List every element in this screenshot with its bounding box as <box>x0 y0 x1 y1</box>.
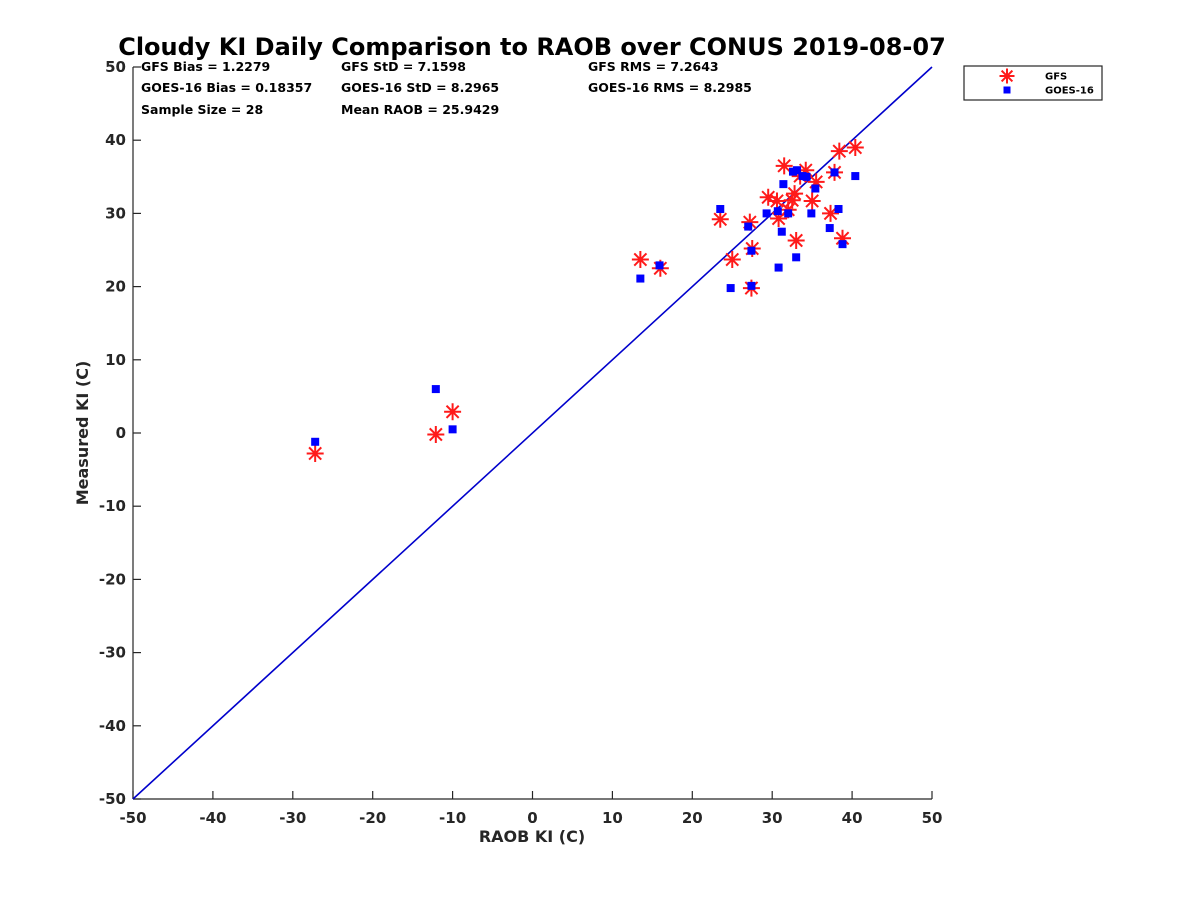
gfs-point <box>822 204 840 222</box>
goes16-point <box>830 168 839 177</box>
gfs-point <box>427 425 445 443</box>
gfs-point <box>759 188 777 206</box>
x-tick-label: 20 <box>682 809 703 827</box>
gfs-point <box>797 161 815 179</box>
y-tick-label: -50 <box>99 790 126 808</box>
x-tick-label: -20 <box>359 809 386 827</box>
stat-text: GFS RMS = 7.2643 <box>588 59 719 74</box>
goes16-point <box>825 224 834 233</box>
gfs-point <box>803 192 821 210</box>
legend-label: GOES-16 <box>1045 86 1094 97</box>
gfs-point <box>631 251 649 269</box>
goes16-point <box>784 209 793 218</box>
y-tick-label: -20 <box>99 570 126 588</box>
x-tick-label: 40 <box>842 809 863 827</box>
goes16-point <box>807 209 816 218</box>
y-tick-label: 50 <box>105 58 126 76</box>
x-axis-label: RAOB KI (C) <box>479 827 585 846</box>
y-tick-label: -30 <box>99 644 126 662</box>
goes16-point <box>792 166 801 175</box>
gfs-point <box>786 185 804 203</box>
gfs-point <box>830 142 848 160</box>
chart-title: Cloudy KI Daily Comparison to RAOB over … <box>118 33 946 61</box>
goes16-point <box>744 222 753 231</box>
gfs-point <box>711 210 729 228</box>
legend-box <box>963 65 1103 101</box>
x-tick-label: -30 <box>279 809 306 827</box>
gfs-point <box>770 210 788 228</box>
goes16-point <box>311 437 320 446</box>
stat-text: Sample Size = 28 <box>141 102 263 117</box>
stat-text: Mean RAOB = 25.9429 <box>341 102 499 117</box>
y-tick-label: -10 <box>99 497 126 515</box>
goes16-point <box>747 281 756 290</box>
goes16-point <box>431 385 440 394</box>
gfs-point <box>741 213 759 231</box>
goes16-point <box>792 253 801 262</box>
goes16-point <box>726 284 735 293</box>
goes16-point <box>655 261 664 270</box>
legend-gfs-marker <box>999 68 1015 84</box>
stat-text: GOES-16 StD = 8.2965 <box>341 80 499 95</box>
legend-label: GFS <box>1045 72 1067 83</box>
gfs-point <box>783 191 801 209</box>
y-tick-label: 0 <box>116 424 126 442</box>
gfs-point <box>834 229 852 247</box>
y-tick-label: 10 <box>105 351 126 369</box>
goes16-point <box>636 274 645 283</box>
stat-text: GFS StD = 7.1598 <box>341 59 466 74</box>
gfs-point <box>775 157 793 175</box>
series-goes-16 <box>311 166 860 446</box>
x-tick-label: -10 <box>439 809 466 827</box>
goes16-point <box>838 240 847 249</box>
goes16-point <box>773 207 782 216</box>
gfs-point <box>846 139 864 157</box>
stat-text: GOES-16 Bias = 0.18357 <box>141 80 312 95</box>
data-series <box>306 139 864 462</box>
goes16-point <box>834 205 843 214</box>
legend-goes16-marker <box>1003 86 1011 94</box>
gfs-point <box>444 403 462 421</box>
x-ticks: -50 -40 -30 -20 -10 0 10 20 30 40 50 <box>119 791 942 827</box>
stat-text: GFS Bias = 1.2279 <box>141 59 270 74</box>
goes16-point <box>811 184 820 193</box>
gfs-point <box>807 173 825 191</box>
y-tick-label: 20 <box>105 278 126 296</box>
gfs-point <box>723 251 741 269</box>
gfs-point <box>768 192 786 210</box>
x-tick-label: 50 <box>922 809 943 827</box>
goes16-point <box>716 205 725 214</box>
goes16-point <box>747 246 756 255</box>
goes16-point <box>774 263 783 272</box>
gfs-point <box>787 231 805 249</box>
x-tick-label: 0 <box>527 809 537 827</box>
goes16-point <box>802 172 811 181</box>
statistics-text: GFS Bias = 1.2279 GFS StD = 7.1598 GFS RMS… <box>141 59 752 117</box>
stat-text: GOES-16 RMS = 8.2985 <box>588 80 752 95</box>
x-tick-label: -50 <box>119 809 146 827</box>
x-tick-label: 10 <box>602 809 623 827</box>
y-tick-label: 30 <box>105 204 126 222</box>
x-tick-label: 30 <box>762 809 783 827</box>
y-tick-label: 40 <box>105 131 126 149</box>
goes16-point <box>762 209 771 218</box>
x-tick-label: -40 <box>199 809 226 827</box>
y-axis-label: Measured KI (C) <box>73 361 92 506</box>
goes16-point <box>851 172 860 181</box>
goes16-point <box>448 425 457 434</box>
goes16-point <box>777 227 786 236</box>
legend: GFS GOES-16 <box>963 65 1103 101</box>
goes16-point <box>779 180 788 189</box>
gfs-point <box>306 444 324 462</box>
y-tick-label: -40 <box>99 717 126 735</box>
y-ticks: -50 -40 -30 -20 -10 0 10 20 30 40 50 <box>99 58 141 808</box>
